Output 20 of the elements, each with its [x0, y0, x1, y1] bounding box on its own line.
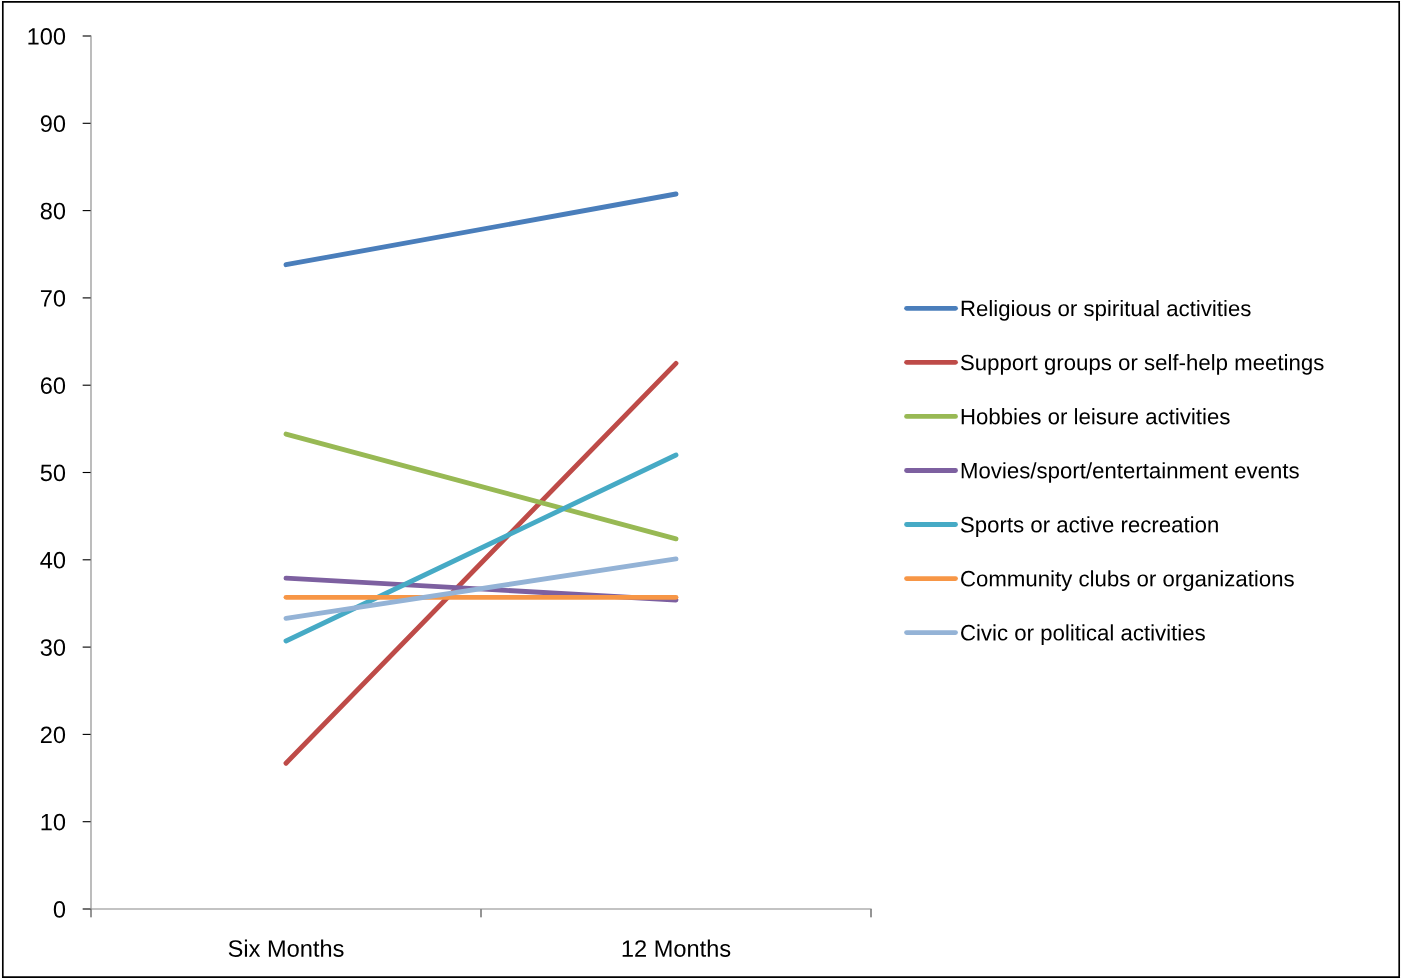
y-tick-label: 50: [40, 464, 66, 482]
y-tick-label: 100: [28, 28, 66, 45]
legend-label: Religious or spiritual activities: [961, 300, 1251, 321]
legend-label: Hobbies or leisure activities: [961, 408, 1230, 425]
y-tick-label: 40: [40, 551, 66, 569]
legend-label: Support groups or self-help meetings: [960, 354, 1324, 375]
y-tick-label: 20: [40, 726, 66, 744]
legend-label: Movies/sport/entertainment events: [961, 462, 1299, 483]
x-tick-label: 12 Months: [622, 939, 731, 957]
y-tick-label: 60: [40, 377, 66, 394]
y-tick-label: 80: [40, 202, 66, 220]
y-tick-label: 90: [40, 115, 66, 133]
y-tick-label: 30: [40, 639, 66, 656]
x-tick-label: Six Months: [228, 939, 344, 957]
legend-label: Community clubs or organizations: [961, 570, 1294, 591]
y-tick-label: 70: [40, 289, 66, 307]
legend-label: Civic or political activities: [961, 624, 1205, 645]
legend-label: Sports or active recreation: [960, 516, 1218, 537]
y-tick-label: 10: [41, 813, 66, 831]
y-tick-label: 0: [53, 901, 66, 918]
